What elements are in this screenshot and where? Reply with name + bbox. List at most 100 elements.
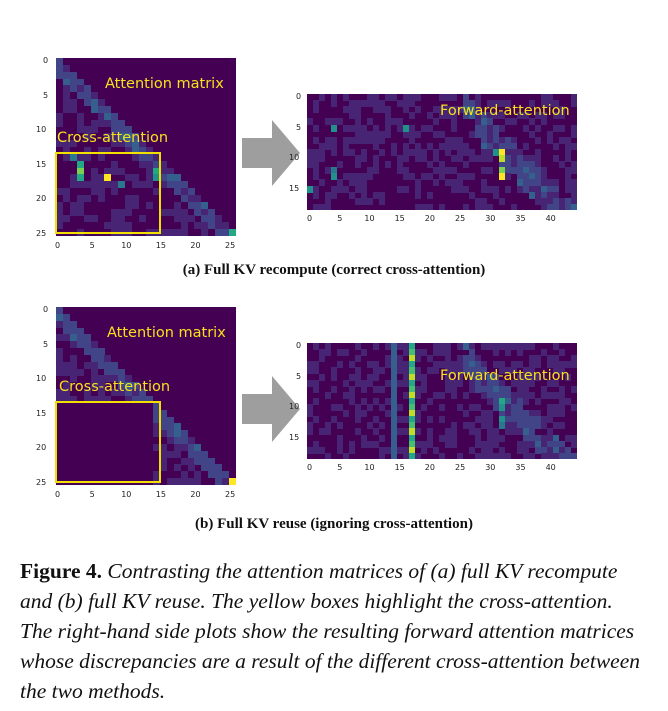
heatmap-cell	[451, 434, 457, 442]
y-tick-label: 0	[296, 92, 302, 101]
heatmap-cell	[349, 385, 355, 393]
heatmap-cell	[571, 385, 577, 393]
heatmap-cell	[481, 416, 487, 424]
heatmap-cell	[433, 349, 439, 357]
heatmap-cell	[433, 155, 439, 163]
heatmap-cell	[499, 434, 505, 442]
heatmap-cell	[541, 452, 547, 459]
y-tick-label: 5	[43, 339, 49, 349]
heatmap-cell	[529, 185, 535, 193]
heatmap-cell	[337, 161, 343, 169]
heatmap-cell	[493, 343, 499, 350]
heatmap-cell	[76, 341, 84, 349]
heatmap-cell	[415, 155, 421, 163]
x-tick-label: 20	[424, 463, 435, 472]
heatmap-cell	[187, 201, 195, 209]
heatmap-cell	[313, 106, 319, 114]
heatmap-cell	[409, 373, 415, 381]
heatmap-cell	[349, 397, 355, 405]
heatmap-cell	[481, 367, 487, 375]
heatmap-cell	[439, 106, 445, 114]
figure-caption-text: Contrasting the attention matrices of (a…	[20, 559, 641, 703]
heatmap-cell	[499, 446, 505, 454]
heatmap-cell	[355, 179, 361, 187]
heatmap-cell	[90, 375, 98, 383]
heatmap-cell	[397, 416, 403, 424]
heatmap-cell	[427, 428, 433, 436]
heatmap-cell	[415, 130, 421, 138]
heatmap-cell	[505, 148, 511, 156]
heatmap-cell	[385, 118, 391, 126]
heatmap-cell	[139, 396, 147, 403]
heatmap-cell	[481, 148, 487, 156]
heatmap-cell	[517, 173, 523, 181]
heatmap-cell	[132, 140, 140, 148]
y-tick-label: 0	[43, 305, 49, 314]
heatmap-cell	[511, 203, 517, 210]
heatmap-cell	[559, 440, 565, 448]
heatmap-cell	[571, 452, 577, 459]
heatmap-cell	[463, 367, 469, 375]
heatmap-cell	[159, 181, 167, 189]
heatmap-cell	[125, 140, 133, 148]
heatmap-cell	[201, 457, 209, 465]
heatmap-cell	[421, 379, 427, 387]
x-tick-label: 5	[337, 463, 343, 472]
heatmap-cell	[457, 367, 463, 375]
heatmap-cell	[403, 155, 409, 163]
heatmap-cell	[319, 355, 325, 363]
heatmap-cell	[547, 428, 553, 436]
heatmap-cell	[541, 446, 547, 454]
heatmap-cell	[69, 153, 77, 161]
heatmap-cell	[208, 215, 216, 223]
heatmap-cell	[409, 385, 415, 393]
heatmap-cell	[397, 155, 403, 163]
heatmap-cell	[331, 142, 337, 150]
heatmap-cell	[173, 423, 181, 431]
heatmap-cell	[493, 428, 499, 436]
heatmap-cell	[487, 434, 493, 442]
heatmap-cell	[319, 428, 325, 436]
heatmap-cell	[565, 361, 571, 369]
heatmap-cell	[361, 349, 367, 357]
heatmap-cell	[535, 397, 541, 405]
heatmap-cell	[194, 478, 202, 485]
heatmap-cell	[307, 446, 313, 454]
heatmap-cell	[166, 174, 174, 182]
heatmap-cell	[571, 361, 577, 369]
heatmap-cell	[56, 208, 63, 216]
heatmap-cell	[83, 85, 91, 93]
heatmap-cell	[159, 450, 167, 458]
heatmap-cell	[493, 124, 499, 132]
heatmap-cell	[83, 361, 91, 369]
heatmap-cell	[343, 136, 349, 144]
heatmap-cell	[194, 201, 202, 209]
heatmap-cell	[529, 434, 535, 442]
heatmap-cell	[475, 373, 481, 381]
heatmap-cell	[493, 142, 499, 150]
heatmap-cell	[173, 201, 181, 209]
heatmap-cell	[481, 391, 487, 399]
heatmap-cell	[62, 105, 70, 113]
heatmap-cell	[481, 118, 487, 126]
heatmap-cell	[391, 349, 397, 357]
heatmap-cell	[535, 179, 541, 187]
heatmap-cell	[457, 155, 463, 163]
heatmap-cell	[361, 100, 367, 108]
heatmap-cell	[69, 105, 77, 113]
heatmap-cell	[385, 343, 391, 350]
heatmap-cell	[499, 148, 505, 156]
heatmap-cell	[571, 124, 577, 132]
heatmap-cell	[565, 179, 571, 187]
heatmap-cell	[337, 185, 343, 193]
y-tick-label: 10	[289, 153, 300, 162]
heatmap-cell	[373, 367, 379, 375]
heatmap-cell	[427, 173, 433, 181]
heatmap-cell	[325, 343, 331, 350]
heatmap-cell	[451, 167, 457, 175]
heatmap-cell	[535, 355, 541, 363]
heatmap-cell	[553, 112, 559, 120]
y-tick-label: 20	[36, 194, 47, 203]
heatmap-cell	[523, 343, 529, 350]
heatmap-cell	[475, 404, 481, 412]
